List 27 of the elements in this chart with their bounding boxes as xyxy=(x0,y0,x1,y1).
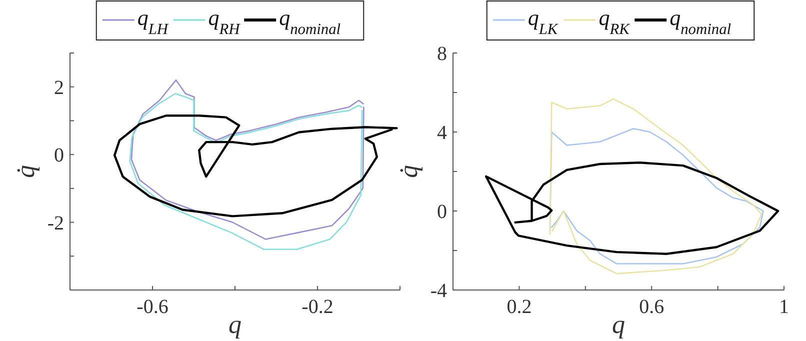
y-tick-label: -4 xyxy=(430,280,447,302)
y-tick-label: 4 xyxy=(437,122,447,144)
legend-label: q$_{RK}$ xyxy=(598,5,630,38)
legend-label: q$_{nominal}$ xyxy=(279,5,341,38)
y-tick-label: 2 xyxy=(54,76,64,99)
x-axis-title: q xyxy=(612,310,625,339)
line-series xyxy=(130,79,364,240)
line-series xyxy=(485,162,780,255)
x-tick-label: 0.6 xyxy=(639,296,664,318)
line-series xyxy=(129,92,363,250)
y-tick-label: -2 xyxy=(47,212,64,234)
y-axis-title: q̇ xyxy=(11,165,40,178)
x-tick-label: 0.2 xyxy=(506,296,532,318)
x-tick-label: 1 xyxy=(779,296,789,318)
y-tick-label: 0 xyxy=(54,144,64,167)
legend-label: q$_{LH}$ xyxy=(137,5,169,38)
x-tick-label: -0.6 xyxy=(136,296,168,318)
legend-label: q$_{nominal}$ xyxy=(670,5,732,38)
line-series xyxy=(113,114,398,218)
y-axis-title: q̇ xyxy=(394,165,423,178)
x-axis-title: q xyxy=(228,310,242,339)
legend-label: q$_{RH}$ xyxy=(208,5,241,38)
legend-label: q$_{LK}$ xyxy=(528,5,558,38)
line-series xyxy=(549,98,762,274)
y-tick-label: 0 xyxy=(437,201,447,223)
y-tick-label: 8 xyxy=(437,43,447,65)
x-tick-label: -0.2 xyxy=(302,296,334,318)
